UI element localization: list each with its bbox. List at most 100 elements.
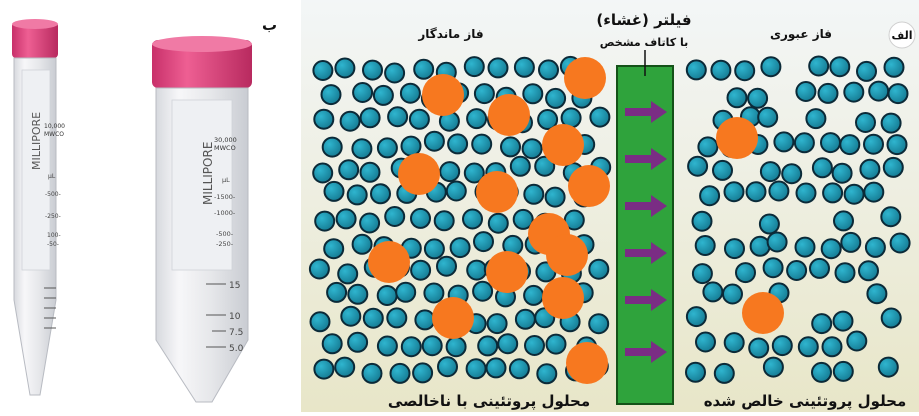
small-particle xyxy=(449,237,471,259)
large-tube-outer-tick: 5.0 xyxy=(229,344,244,354)
small-particle xyxy=(748,337,770,359)
small-particle xyxy=(376,137,398,159)
small-particle xyxy=(439,161,461,183)
small-particle xyxy=(339,110,361,132)
small-particle xyxy=(497,333,519,355)
small-particle xyxy=(351,138,373,160)
small-particle xyxy=(685,361,706,383)
small-particle xyxy=(512,208,534,230)
caption-impure-solution: محلول پروتئینی با ناخالصی xyxy=(388,392,590,411)
small-particle xyxy=(768,180,790,202)
flow-arrow xyxy=(625,101,667,123)
small-particle xyxy=(859,158,881,180)
small-particle xyxy=(524,335,545,356)
small-particle xyxy=(868,80,890,102)
small-tube-graduations xyxy=(44,287,56,329)
small-tube-tick: 100- xyxy=(47,232,61,239)
large-particle xyxy=(568,165,610,207)
small-particle xyxy=(691,263,713,285)
small-particle xyxy=(747,87,769,109)
small-particle xyxy=(471,133,493,155)
small-particle xyxy=(463,56,485,78)
small-particle xyxy=(685,306,707,328)
small-tube-mwco-label: MWCO xyxy=(44,131,64,138)
small-particle xyxy=(822,182,844,204)
small-particle xyxy=(843,81,865,103)
small-particle xyxy=(863,181,885,203)
filter-title: فیلتر (غشاء) xyxy=(596,11,691,29)
small-particle xyxy=(745,181,767,203)
small-particle xyxy=(477,335,499,357)
small-particle xyxy=(537,109,559,130)
small-particle xyxy=(544,186,566,208)
small-particle xyxy=(413,58,435,80)
filter-subtitle: با کاتاف مشخص xyxy=(600,36,688,49)
large-tube-brand: MILLIPORE xyxy=(201,142,215,205)
small-particle xyxy=(347,283,369,305)
small-particle xyxy=(808,55,830,77)
large-particle xyxy=(542,277,584,319)
small-particle xyxy=(858,260,879,282)
small-particle xyxy=(346,184,368,206)
small-particle xyxy=(817,82,839,104)
small-particle xyxy=(359,212,381,234)
small-particle xyxy=(334,356,356,378)
small-particle xyxy=(423,130,445,152)
small-particle xyxy=(337,263,359,285)
small-particle xyxy=(445,180,467,202)
large-tube: MILLIPORE 30,000 MWCO µL -1500- -1000- -… xyxy=(152,36,252,403)
small-particle xyxy=(766,231,788,253)
small-particle xyxy=(414,309,436,331)
small-particle xyxy=(793,132,815,154)
large-particle xyxy=(488,94,530,136)
small-particle xyxy=(384,62,406,84)
small-particle xyxy=(389,362,411,384)
small-particle xyxy=(314,210,336,232)
large-particle xyxy=(368,241,410,283)
large-tube-inner-tick: -1000- xyxy=(214,209,236,217)
small-particle xyxy=(710,59,732,81)
label-permeate-phase: فاز عبوری xyxy=(770,27,832,42)
small-tube-tick: -500- xyxy=(45,191,61,198)
small-particle xyxy=(699,185,721,207)
large-tube-inner-tick: -500- xyxy=(216,230,234,238)
small-particle xyxy=(321,136,343,158)
small-particle xyxy=(376,335,398,357)
large-tube-unit: µL xyxy=(222,176,230,184)
small-particle xyxy=(372,84,394,106)
small-particle xyxy=(447,133,469,155)
small-particle xyxy=(361,362,383,384)
small-particle xyxy=(694,235,716,256)
small-particle xyxy=(312,162,334,184)
panel-letter-b: ب xyxy=(262,16,278,34)
small-particle xyxy=(323,180,345,202)
small-particle xyxy=(523,183,545,205)
small-particle xyxy=(445,336,467,358)
small-particle xyxy=(545,87,567,109)
small-particle xyxy=(313,358,335,380)
large-particle xyxy=(742,292,784,334)
small-particle xyxy=(864,236,886,258)
small-particle xyxy=(695,331,716,353)
small-particle xyxy=(320,84,342,106)
large-tube-mwco-value: 30,000 xyxy=(214,136,237,144)
small-particle xyxy=(723,332,745,354)
small-particle xyxy=(370,183,391,205)
large-particle xyxy=(476,171,518,213)
small-particle xyxy=(466,108,488,130)
small-particle xyxy=(832,310,854,332)
small-particle xyxy=(758,213,780,235)
small-particle xyxy=(538,59,559,81)
small-tube-tick: -50- xyxy=(47,241,59,248)
small-particle xyxy=(712,159,733,181)
small-particle xyxy=(786,260,808,281)
small-particle xyxy=(821,336,843,358)
large-tube-cap xyxy=(152,40,252,88)
large-tube-outer-tick: 7.5 xyxy=(229,328,243,338)
small-particle xyxy=(702,281,724,303)
small-particle xyxy=(691,210,713,232)
small-particle xyxy=(312,60,334,81)
small-particle xyxy=(724,238,745,260)
small-particle xyxy=(359,107,381,129)
small-particle xyxy=(697,136,719,158)
